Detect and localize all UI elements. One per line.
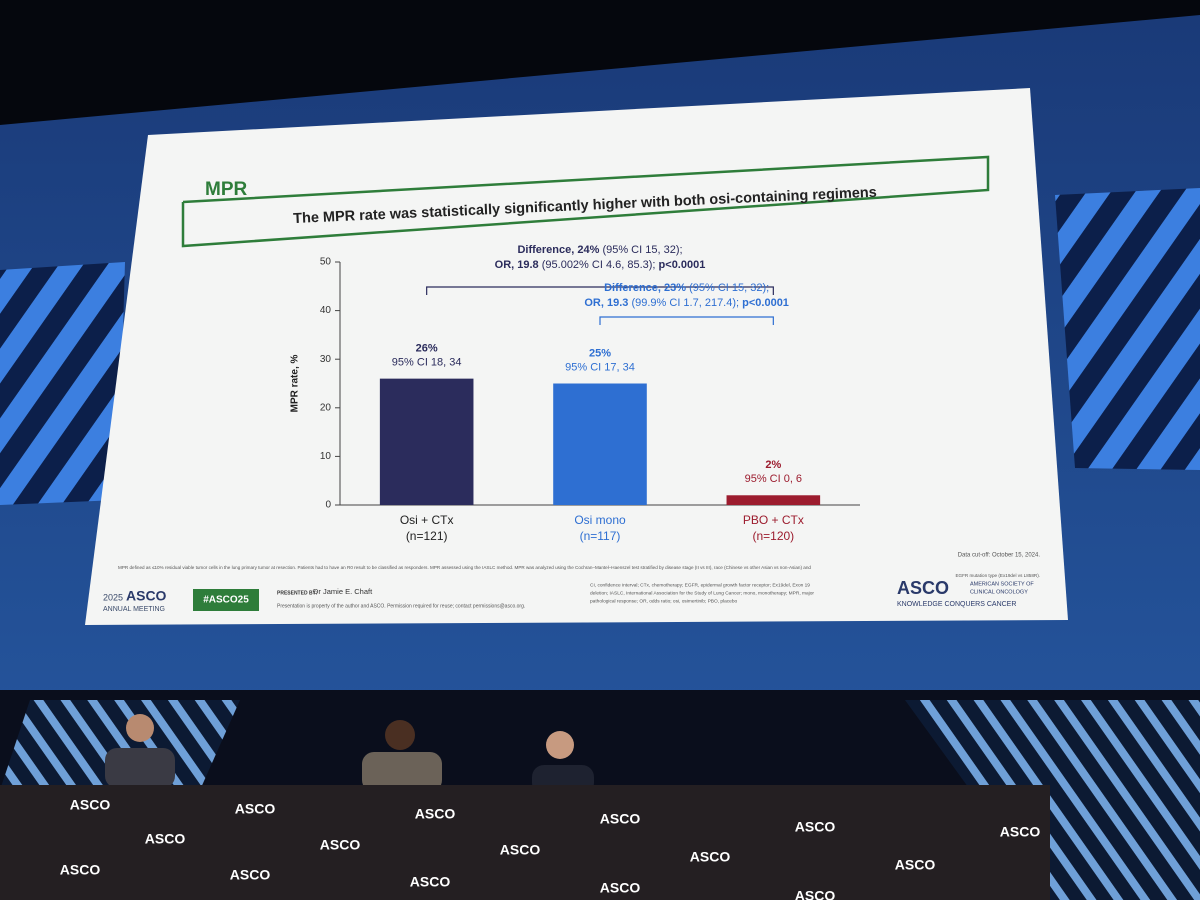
slide [85, 88, 1068, 625]
footnote: EGFR mutation type (Ex19del vs L858R). [955, 573, 1040, 578]
property-note: Presentation is property of the author a… [277, 603, 525, 609]
stage-logo: ASCO [600, 880, 641, 896]
ci-label: 95% CI 17, 34 [565, 361, 635, 373]
bar [379, 378, 474, 505]
value-label: 2% [765, 459, 781, 471]
side-screen [0, 262, 125, 505]
x-tick-note: (n=120) [752, 529, 794, 543]
stage-logo: ASCO [415, 806, 456, 822]
bar [553, 383, 647, 505]
hashtag: #ASCO25 [203, 595, 249, 606]
slide-header: MPR [205, 179, 248, 200]
stage-logo: ASCO [70, 797, 111, 813]
stage-logo: ASCO [235, 801, 276, 817]
chart: MPR rate, % 0 10 20 30 40 50 26% 95% CI 18, 34 Os… [290, 244, 860, 543]
presenter: Dr Jamie E. Chaft [313, 587, 373, 596]
footnote: MPR defined as ≤10% residual viable tumo… [118, 565, 811, 570]
x-tick-label: PBO + CTx [743, 513, 804, 527]
x-tick-label: Osi + CTx [400, 513, 454, 527]
comparison-text-part: p<0.0001 [742, 297, 789, 309]
comparison-bracket [426, 286, 774, 295]
ci-label: 95% CI 0, 6 [745, 473, 802, 485]
comparison-text-part: (95% CI 15, 32); [599, 244, 682, 256]
subtitle-box [181, 155, 990, 248]
x-tick-label: Osi mono [574, 513, 626, 527]
society-logo: ASCO [897, 578, 949, 598]
comparison-text-part: OR, 19.8 [495, 259, 539, 271]
comparison-text-part: (95% CI 15, 32); [686, 282, 769, 294]
comparison-text-part: Difference, 24% [517, 244, 599, 256]
x-tick-note: (n=117) [580, 529, 621, 543]
comparison-bracket [599, 316, 774, 325]
stage-logo: ASCO [145, 831, 186, 847]
desk-logos: ASCO ASCO ASCO ASCO ASCO ASCO ASCO ASCO ASCO ASCO… [60, 797, 1041, 900]
y-tick-label: 30 [320, 354, 332, 365]
stage-logo: ASCO [410, 874, 451, 890]
society-name: CLINICAL ONCOLOGY [970, 589, 1028, 595]
value-label: 25% [589, 347, 611, 359]
meeting-name: ANNUAL MEETING [103, 606, 165, 613]
meeting-year: 2025 [103, 592, 123, 602]
comparison-text: Difference, 24% (95% CI 15, 32); [517, 244, 682, 256]
comparison-text-part: Difference, 23% [604, 282, 686, 294]
stage-logo: ASCO [1000, 824, 1041, 840]
comparison-text-part: (99.9% CI 1.7, 217.4); [628, 297, 742, 309]
comparison-text: Difference, 23% (95% CI 15, 32); [604, 282, 769, 294]
y-tick-label: 0 [325, 500, 331, 511]
x-tick-note: (n=121) [406, 529, 448, 543]
comparison-text: OR, 19.8 (95.002% CI 4.6, 85.3); p<0.000… [495, 259, 706, 271]
y-tick-label: 20 [320, 402, 332, 413]
comparison-text-part: p<0.0001 [659, 259, 706, 271]
stage-logo: ASCO [895, 857, 936, 873]
stage-logo: ASCO [600, 811, 641, 827]
value-label: 26% [416, 343, 438, 355]
comparison-text-part: (95.002% CI 4.6, 85.3); [539, 259, 659, 271]
stage-logo: ASCO [320, 837, 361, 853]
comparison-text-part: OR, 19.3 [584, 297, 628, 309]
bar [726, 495, 821, 505]
hashtag-box [193, 589, 259, 611]
y-tick-label: 10 [320, 451, 332, 462]
ci-label: 95% CI 18, 34 [392, 357, 462, 369]
stage-logo: ASCO [795, 888, 836, 900]
desk [0, 785, 1050, 900]
abbreviations: CI, confidence interval; CTx, chemothera… [590, 582, 810, 588]
stage-logo: ASCO [500, 842, 541, 858]
y-tick-label: 40 [320, 305, 332, 316]
stage-logo: ASCO [690, 849, 731, 865]
stage-panel [905, 700, 1200, 900]
side-screen [1055, 188, 1200, 470]
y-axis-label: MPR rate, % [290, 354, 301, 412]
presented-by-label: PRESENTED BY: [277, 590, 318, 596]
stage-logo: ASCO [795, 819, 836, 835]
abbreviations: deletion; IASLC, International Associati… [590, 590, 814, 596]
comparison-text: OR, 19.3 (99.9% CI 1.7, 217.4); p<0.0001 [584, 297, 789, 309]
y-tick-label: 50 [320, 257, 332, 268]
stage-logo: ASCO [60, 862, 101, 878]
stage-logo: ASCO [230, 867, 271, 883]
stage-panel [0, 700, 240, 790]
society-name: AMERICAN SOCIETY OF [970, 581, 1034, 587]
tagline: KNOWLEDGE CONQUERS CANCER [897, 601, 1016, 608]
meeting-logo: ASCO [126, 588, 167, 604]
data-cutoff: Data cut-off: October 15, 2024. [958, 553, 1041, 559]
abbreviations: pathological response; OR, odds ratio; o… [590, 598, 738, 604]
